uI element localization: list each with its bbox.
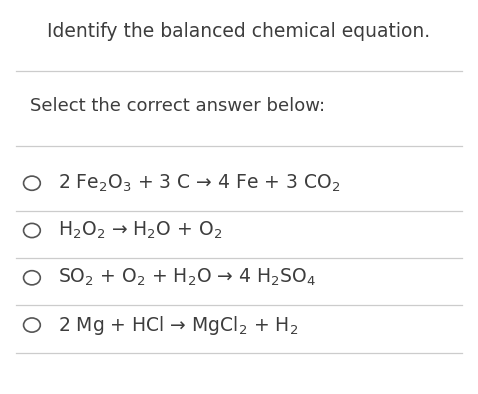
Text: Identify the balanced chemical equation.: Identify the balanced chemical equation.: [47, 22, 431, 41]
Text: Select the correct answer below:: Select the correct answer below:: [30, 97, 325, 115]
Text: SO$_2$ + O$_2$ + H$_2$O → 4 H$_2$SO$_4$: SO$_2$ + O$_2$ + H$_2$O → 4 H$_2$SO$_4$: [57, 267, 315, 288]
Text: H$_2$O$_2$ → H$_2$O + O$_2$: H$_2$O$_2$ → H$_2$O + O$_2$: [57, 220, 222, 241]
Text: 2 Fe$_2$O$_3$ + 3 C → 4 Fe + 3 CO$_2$: 2 Fe$_2$O$_3$ + 3 C → 4 Fe + 3 CO$_2$: [57, 173, 340, 194]
Text: 2 Mg + HCl → MgCl$_2$ + H$_2$: 2 Mg + HCl → MgCl$_2$ + H$_2$: [57, 314, 298, 336]
